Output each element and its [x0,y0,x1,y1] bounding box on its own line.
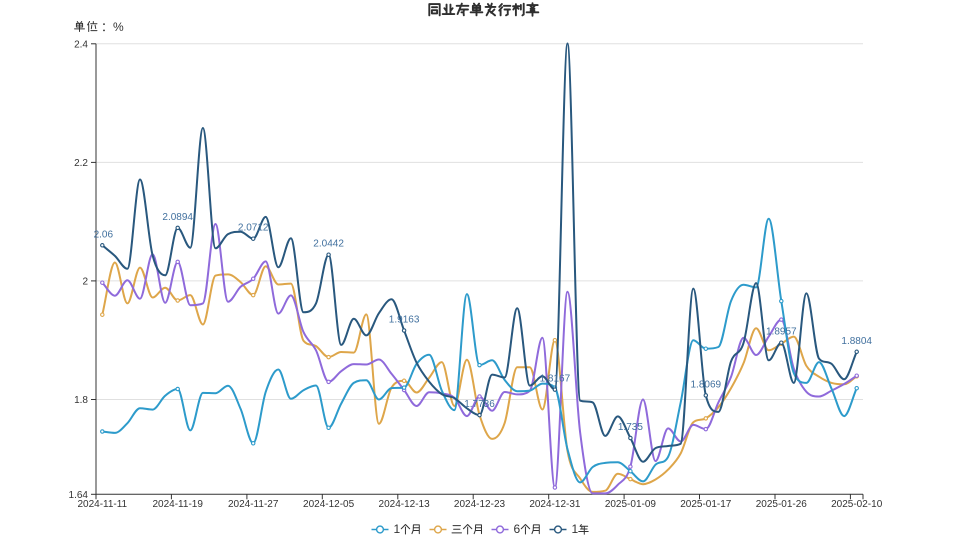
svg-text:2: 2 [82,276,88,287]
svg-text:1.8167: 1.8167 [540,374,571,385]
svg-text:：%: ：% [101,20,124,34]
svg-text:2024-11-11: 2024-11-11 [77,499,127,510]
svg-text:1.9163: 1.9163 [389,315,420,326]
svg-text:1: 1 [572,522,579,536]
svg-text:1.8804: 1.8804 [841,336,872,347]
svg-text:2.4: 2.4 [74,39,88,50]
svg-text:2025-01-17: 2025-01-17 [680,499,732,510]
svg-text:2024-11-27: 2024-11-27 [228,499,279,510]
svg-text:1.735: 1.735 [618,422,643,433]
svg-text:1.8957: 1.8957 [766,327,797,338]
svg-text:2.06: 2.06 [94,229,114,240]
svg-text:1.7736: 1.7736 [464,399,495,410]
svg-text:2.0894: 2.0894 [162,212,193,223]
svg-text:2025-01-09: 2025-01-09 [605,499,657,510]
svg-text:1.64: 1.64 [69,490,89,501]
svg-text:2024-12-13: 2024-12-13 [379,499,431,510]
svg-text:1: 1 [394,522,401,536]
svg-text:1.8: 1.8 [74,395,88,406]
svg-text:2024-11-19: 2024-11-19 [152,499,203,510]
svg-text:6: 6 [514,522,521,536]
svg-text:2.0442: 2.0442 [313,239,344,250]
svg-text:2024-12-23: 2024-12-23 [454,499,506,510]
svg-text:2024-12-31: 2024-12-31 [529,499,581,510]
svg-text:2025-02-10: 2025-02-10 [831,499,883,510]
svg-text:2024-12-05: 2024-12-05 [303,499,355,510]
svg-text:1.8069: 1.8069 [691,379,722,390]
svg-text:2025-01-26: 2025-01-26 [756,499,808,510]
svg-text:2.2: 2.2 [74,158,88,169]
svg-text:2.0712: 2.0712 [238,223,269,234]
